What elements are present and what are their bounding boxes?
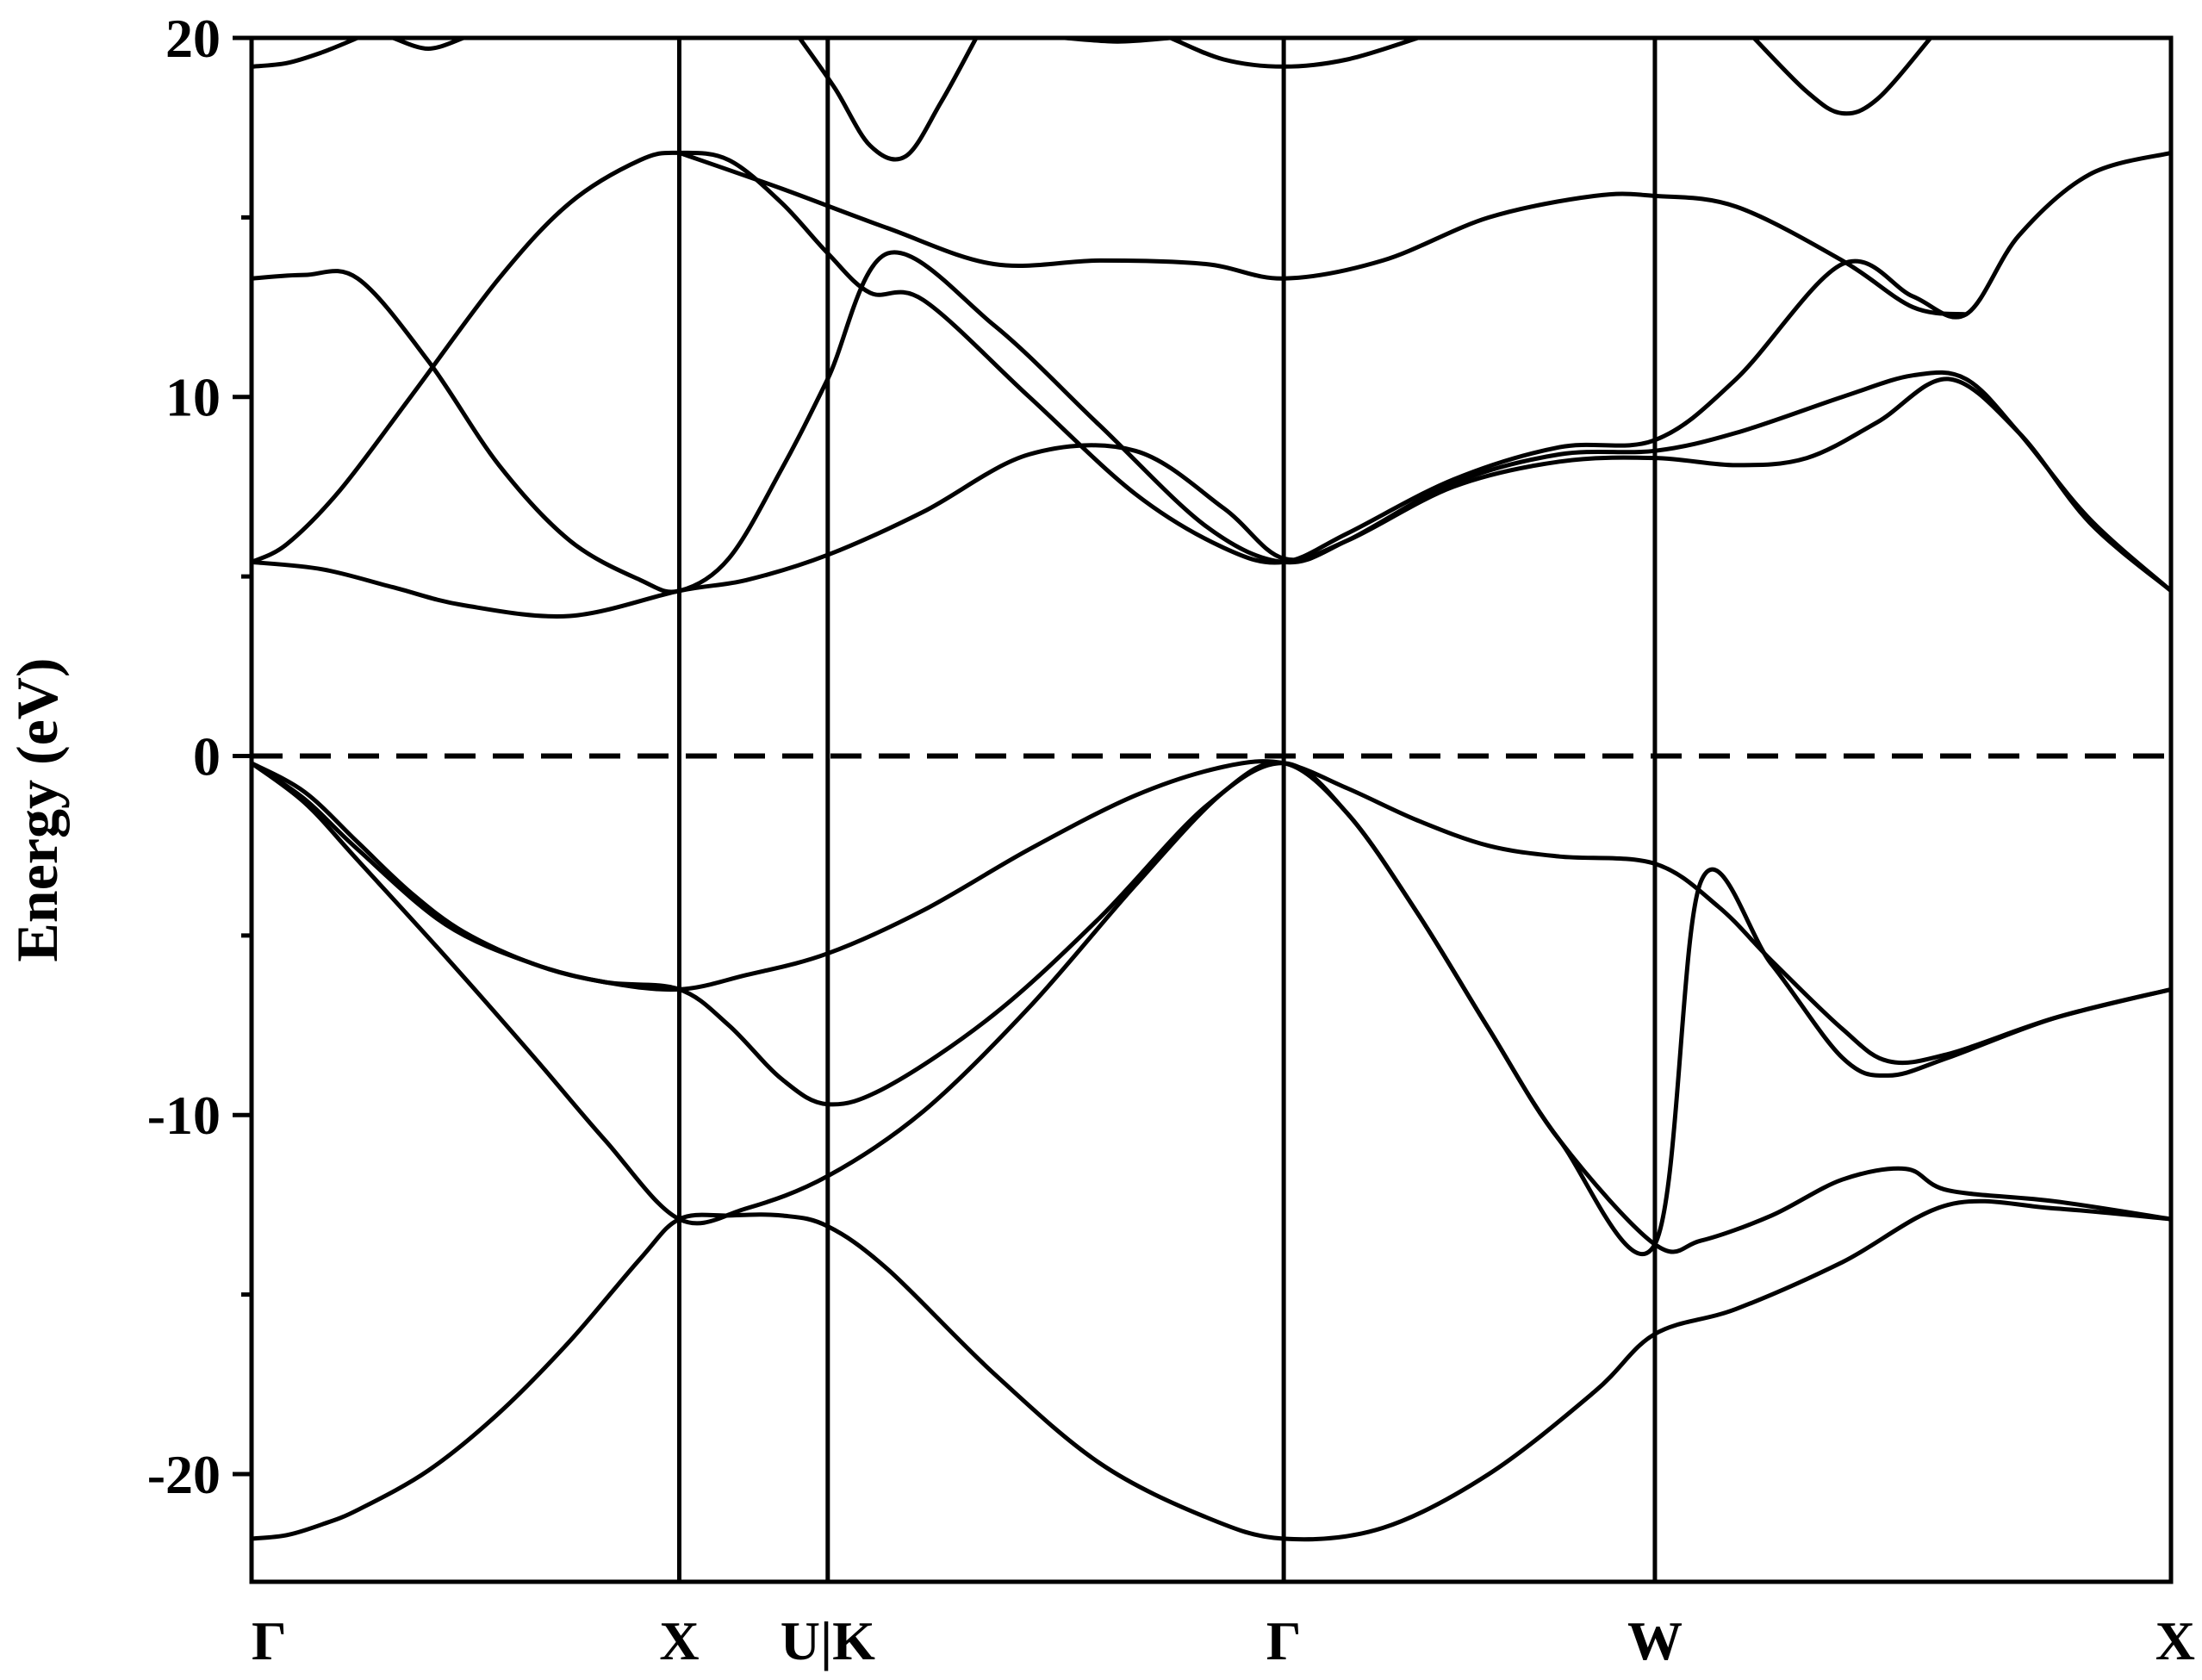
band-line-14 <box>1751 38 1933 116</box>
kpoint-label: X <box>659 1610 699 1671</box>
plot-content <box>252 38 2171 1542</box>
band-line-11 <box>797 38 979 162</box>
band-line-7 <box>252 250 2171 594</box>
y-tick-label: 20 <box>165 8 221 69</box>
band-line-9 <box>252 38 360 69</box>
band-line-5 <box>252 376 2171 619</box>
y-tick-label: -20 <box>147 1444 221 1505</box>
y-tick-label: -10 <box>147 1085 221 1146</box>
band-line-8 <box>677 150 1969 317</box>
band-line-4 <box>252 761 2171 1256</box>
band-line-10 <box>390 38 466 51</box>
y-tick-label: 0 <box>193 725 221 787</box>
kpoint-label: U|K <box>781 1610 875 1671</box>
plot-frame <box>249 35 2174 1584</box>
band-line-13 <box>1168 38 1421 69</box>
kpoint-label: Γ <box>1266 1610 1302 1671</box>
labels: -20 -10 0 10 20 Γ X U|K Γ W X Energy (eV) <box>4 8 2195 1671</box>
kpoint-label: W <box>1627 1610 1683 1671</box>
band-line-6 <box>252 150 2171 565</box>
kpoint-label: Γ <box>252 1610 287 1671</box>
axes <box>233 35 2174 1584</box>
band-line-1 <box>252 1198 2171 1542</box>
y-tick-label: 10 <box>165 367 221 428</box>
y-axis-label: Energy (eV) <box>4 657 70 961</box>
band-line-3 <box>252 759 2171 1066</box>
band-line-2 <box>252 760 2171 1254</box>
kpoint-label: X <box>2155 1610 2195 1671</box>
